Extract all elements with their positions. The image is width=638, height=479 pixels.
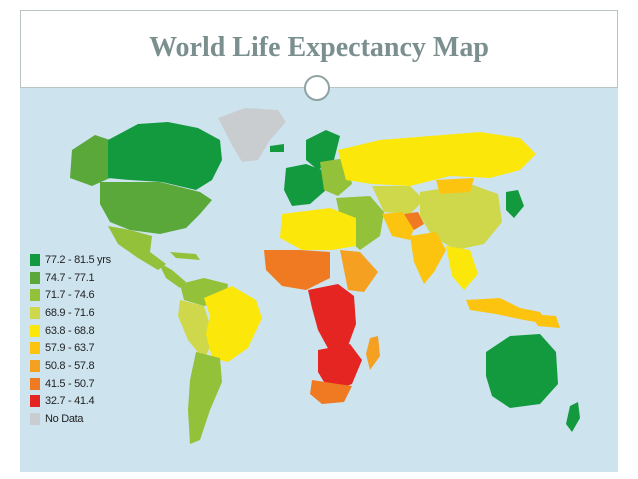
legend-swatch: [30, 253, 40, 266]
region-greenland: [218, 108, 286, 162]
legend-label: 74.7 - 77.1: [45, 271, 95, 284]
legend-label: 57.9 - 63.7: [45, 342, 95, 355]
region-southern-cone: [188, 352, 222, 444]
legend-label: No Data: [45, 413, 84, 426]
region-indonesia: [466, 298, 548, 324]
legend-swatch: [30, 359, 40, 372]
region-central-asia: [372, 186, 424, 214]
legend-item: 77.2 - 81.5 yrs: [30, 251, 111, 269]
region-mongolia: [436, 178, 474, 194]
region-southern-africa: [318, 344, 362, 392]
map-panel: 77.2 - 81.5 yrs 74.7 - 77.1 71.7 - 74.6 …: [20, 88, 618, 472]
region-iceland: [270, 144, 284, 152]
region-mexico: [108, 226, 166, 270]
region-central-africa: [308, 284, 356, 352]
legend-item: 41.5 - 50.7: [30, 375, 111, 393]
legend-swatch: [30, 377, 40, 390]
legend-item: 68.9 - 71.6: [30, 304, 111, 322]
region-scandinavia: [306, 130, 340, 170]
legend-label: 63.8 - 68.8: [45, 324, 95, 337]
region-madagascar: [366, 336, 380, 370]
region-afghanistan: [404, 212, 424, 230]
legend-item: 74.7 - 77.1: [30, 269, 111, 287]
region-south-africa: [310, 380, 352, 404]
legend-swatch: [30, 306, 40, 319]
legend-swatch: [30, 289, 40, 302]
legend-label: 32.7 - 41.4: [45, 395, 95, 408]
region-australia: [486, 334, 558, 408]
legend-item: 32.7 - 41.4: [30, 393, 111, 411]
region-central-america: [158, 262, 186, 288]
legend-label: 41.5 - 50.7: [45, 377, 95, 390]
region-china: [420, 184, 502, 250]
legend-swatch: [30, 324, 40, 337]
region-se-asia: [446, 246, 478, 290]
region-canada: [108, 122, 222, 190]
region-caribbean: [170, 252, 200, 260]
region-andes: [178, 300, 214, 360]
legend-item: 71.7 - 74.6: [30, 286, 111, 304]
region-brazil: [204, 286, 262, 362]
region-usa: [100, 182, 212, 234]
region-russia: [338, 132, 536, 186]
legend-item: 63.8 - 68.8: [30, 322, 111, 340]
title-ornament-circle: [304, 75, 330, 101]
region-alaska: [70, 135, 110, 186]
legend-swatch: [30, 271, 40, 284]
region-new-zealand: [566, 402, 580, 432]
legend-label: 71.7 - 74.6: [45, 289, 95, 302]
region-north-africa: [280, 208, 356, 250]
region-western-europe: [284, 164, 326, 206]
slide-title: World Life Expectancy Map: [149, 32, 489, 63]
region-japan: [506, 190, 524, 218]
legend-label: 77.2 - 81.5 yrs: [45, 253, 111, 266]
map-legend: 77.2 - 81.5 yrs 74.7 - 77.1 71.7 - 74.6 …: [30, 251, 111, 428]
legend-item: 50.8 - 57.8: [30, 357, 111, 375]
world-map: [70, 108, 580, 444]
region-east-africa: [340, 250, 378, 292]
legend-swatch: [30, 395, 40, 408]
legend-item: No Data: [30, 410, 111, 428]
legend-label: 68.9 - 71.6: [45, 306, 95, 319]
legend-swatch: [30, 342, 40, 355]
legend-swatch: [30, 413, 40, 426]
region-papua: [530, 314, 560, 328]
legend-label: 50.8 - 57.8: [45, 359, 95, 372]
region-west-africa: [264, 250, 330, 290]
legend-item: 57.9 - 63.7: [30, 339, 111, 357]
region-india: [410, 232, 446, 284]
